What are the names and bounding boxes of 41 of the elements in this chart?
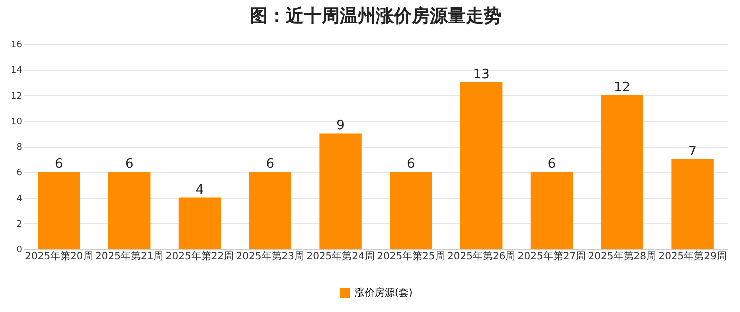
bar xyxy=(601,95,644,249)
bar xyxy=(178,198,222,249)
x-tick-label: 2025年第23周 xyxy=(236,250,304,262)
bar xyxy=(249,172,292,249)
data-label: 6 xyxy=(407,157,416,172)
bar xyxy=(460,82,503,249)
data-label: 6 xyxy=(125,157,134,172)
y-tick-label: 12 xyxy=(11,92,22,102)
y-tick-label: 14 xyxy=(11,66,23,76)
chart-title: 图：近十周温州涨价房源量走势 xyxy=(250,6,502,27)
x-tick-label: 2025年第27周 xyxy=(518,250,586,262)
x-tick-label: 2025年第26周 xyxy=(448,250,516,262)
x-tick-label: 2025年第20周 xyxy=(25,250,94,262)
y-tick-label: 10 xyxy=(11,117,23,128)
bar xyxy=(38,172,80,249)
data-label: 9 xyxy=(336,118,345,134)
bar xyxy=(530,172,574,249)
bar xyxy=(390,172,432,249)
bar xyxy=(672,159,714,249)
y-tick-label: 6 xyxy=(16,168,23,179)
bar xyxy=(108,172,151,249)
y-tick-label: 4 xyxy=(16,194,23,204)
x-tick-label: 2025年第21周 xyxy=(96,250,164,262)
x-tick-label: 2025年第28周 xyxy=(588,250,656,262)
data-label: 7 xyxy=(688,144,697,160)
y-tick-label: 2 xyxy=(16,220,22,230)
x-tick-label: 2025年第29周 xyxy=(658,250,727,262)
legend-label: 涨价房源(套) xyxy=(355,287,413,299)
data-label: 6 xyxy=(548,157,556,172)
bar xyxy=(320,134,362,249)
data-label: 13 xyxy=(473,67,490,82)
data-label: 6 xyxy=(55,157,64,172)
y-tick-label: 8 xyxy=(16,143,23,153)
y-tick-label: 16 xyxy=(11,40,23,50)
data-label: 12 xyxy=(614,80,631,96)
data-label: 6 xyxy=(266,157,275,172)
x-tick-label: 2025年第24周 xyxy=(306,250,375,262)
x-tick-label: 2025年第25周 xyxy=(377,250,446,262)
x-tick-label: 2025年第22周 xyxy=(166,250,234,262)
y-tick-label: 0 xyxy=(16,246,23,256)
data-label: 4 xyxy=(196,182,204,198)
